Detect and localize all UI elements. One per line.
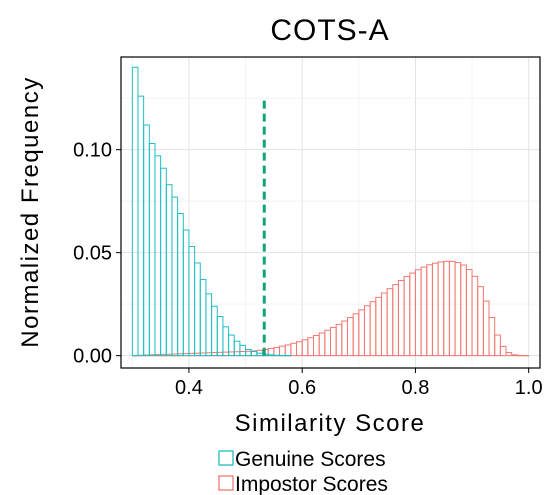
genuine-bar: [267, 354, 275, 357]
legend-item-genuine: Genuine Scores: [218, 448, 386, 471]
impostor-bar: [511, 354, 518, 357]
plot-border: [120, 56, 541, 369]
legend-label-impostor: Impostor Scores: [235, 473, 388, 495]
impostor-bars: [131, 260, 530, 357]
impostor-bar: [505, 352, 513, 357]
legend-item-impostor: Impostor Scores: [218, 473, 388, 495]
impostor-bar: [494, 334, 501, 357]
legend: Genuine Scores Impostor Scores: [218, 448, 388, 495]
y-tick-label: 0.05: [73, 243, 112, 265]
y-tick-label: 0.10: [73, 140, 112, 162]
y-tick-label: 0.00: [73, 346, 112, 368]
x-tick-label: 0.4: [175, 377, 203, 399]
legend-label-genuine: Genuine Scores: [235, 448, 386, 471]
x-tick-label: 1.0: [515, 377, 543, 399]
x-tick-label: 0.8: [402, 377, 430, 399]
legend-swatch-genuine: [218, 450, 234, 466]
grid: [121, 57, 540, 368]
x-axis-ticks: 0.4 0.6 0.8 1.0: [175, 368, 543, 399]
impostor-bar: [499, 345, 507, 357]
legend-swatch-impostor: [218, 475, 234, 491]
chart-title: COTS-A: [270, 14, 389, 47]
y-axis-label: Normalized Frequency: [17, 76, 44, 347]
x-axis-label: Similarity Score: [235, 410, 426, 437]
plot-area: [120, 56, 541, 369]
x-tick-label: 0.6: [288, 377, 316, 399]
plot-background: [121, 57, 540, 368]
y-axis-ticks: 0.00 0.05 0.10: [73, 140, 121, 368]
genuine-bars: [131, 66, 292, 357]
